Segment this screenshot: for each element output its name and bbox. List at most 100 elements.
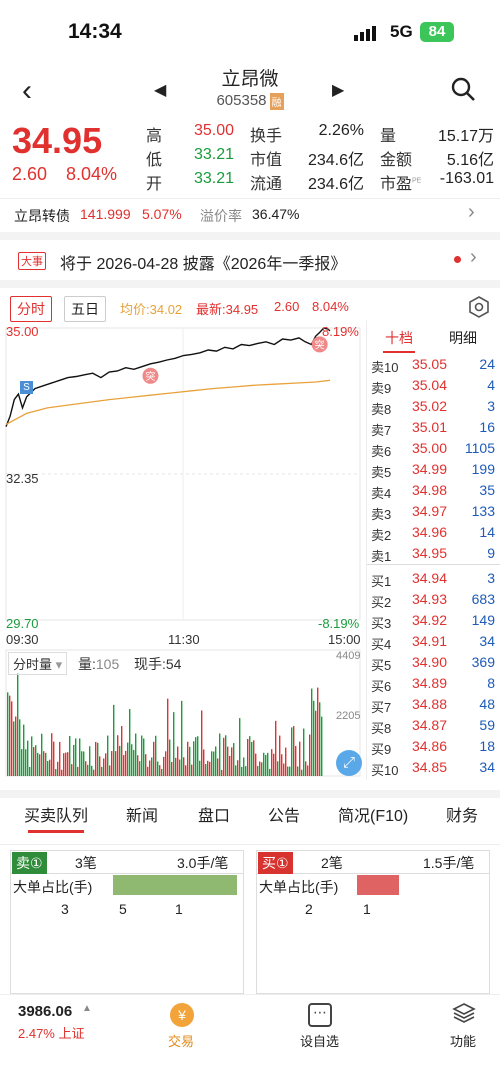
low-value: 33.21 <box>193 146 234 163</box>
buy-level-row[interactable]: 买10 34.85 34 <box>367 757 500 778</box>
index-value[interactable]: 3986.06 <box>18 1003 73 1020</box>
sell-level-label: 卖2 <box>371 528 392 543</box>
tab-order-queue[interactable]: 买卖队列 <box>24 808 89 825</box>
sell-level-row[interactable]: 卖8 35.02 3 <box>367 396 500 417</box>
sell-queue-header: 卖① 3笔 3.0手/笔 <box>11 851 243 874</box>
sell-level-price: 35.00 <box>411 440 447 456</box>
y-tick-top: 35.00 <box>6 324 39 339</box>
functions-icon[interactable] <box>452 1001 476 1025</box>
sell-level-volume: 35 <box>479 482 495 498</box>
tab-finance[interactable]: 财务 <box>446 808 479 825</box>
volume-bar <box>241 766 243 776</box>
chart-lines <box>5 327 331 427</box>
convertible-row[interactable]: 立昂转债 141.999 5.07% 溢价率 36.47% › <box>0 198 500 229</box>
buy-queue-panel: 买① 2笔 1.5手/笔 大单占比(手) 2 1 <box>256 850 490 994</box>
chart-toolbar: 分时 五日 均价:34.02 最新:34.95 2.60 8.04% <box>0 280 500 328</box>
buy-level-price: 34.90 <box>411 654 447 670</box>
pe-sup: PE <box>412 177 422 185</box>
buy-level-row[interactable]: 买6 34.89 8 <box>367 673 500 694</box>
volume-bar <box>191 764 193 776</box>
sell-level-row[interactable]: 卖6 35.00 1105 <box>367 438 500 459</box>
sell-level-row[interactable]: 卖7 35.01 16 <box>367 417 500 438</box>
add-watchlist-icon[interactable]: ⋯ <box>308 1003 332 1027</box>
next-stock-icon[interactable]: ▶ <box>332 82 345 99</box>
volume-bar <box>207 760 209 776</box>
tab-ten-level[interactable]: 十档 <box>383 328 415 353</box>
volume-bar <box>223 737 225 776</box>
functions-label[interactable]: 功能 <box>450 1034 477 1049</box>
buy-level-row[interactable]: 买8 34.87 59 <box>367 715 500 736</box>
expand-icon[interactable]: ⤢ <box>336 750 362 776</box>
tab-news[interactable]: 新闻 <box>126 808 159 825</box>
sell-level-volume: 9 <box>487 545 495 561</box>
sell-queue-tag: 卖① <box>12 852 47 874</box>
sell-level-row[interactable]: 卖10 35.05 24 <box>367 354 500 375</box>
stock-name: 立昂微 <box>221 69 279 90</box>
s-marker-icon[interactable]: S <box>20 381 33 394</box>
volume-bar <box>13 721 15 776</box>
price-change-pct: 8.04% <box>66 164 118 184</box>
volume-bar <box>115 751 117 776</box>
volume-bar <box>109 765 111 776</box>
settings-icon[interactable] <box>468 296 490 318</box>
buy-level-row[interactable]: 买7 34.88 48 <box>367 694 500 715</box>
volume-bar <box>113 704 115 776</box>
intraday-chart[interactable]: 突突 <box>0 320 366 780</box>
series-line <box>5 379 331 425</box>
prev-stock-icon[interactable]: ◀ <box>154 82 167 99</box>
sell-level-row[interactable]: 卖2 34.96 14 <box>367 522 500 543</box>
sell-level-row[interactable]: 卖1 34.95 9 <box>367 543 500 564</box>
sell-queue-item: 5 <box>119 901 127 917</box>
volume-bar <box>185 765 187 776</box>
buy-level-row[interactable]: 买4 34.91 34 <box>367 631 500 652</box>
buy-level-row[interactable]: 买1 34.94 3 <box>367 568 500 589</box>
tab-announcements[interactable]: 公告 <box>268 808 301 825</box>
search-icon[interactable] <box>450 76 476 102</box>
status-bar: 14:34 5G 84 <box>0 0 500 64</box>
volume-bar <box>27 740 29 776</box>
volume-bar <box>157 761 159 776</box>
tab-detail[interactable]: 明细 <box>449 330 477 346</box>
volume-selector-text: 分时量 <box>13 657 53 672</box>
volume-bar <box>135 733 137 776</box>
buy-level-price: 34.85 <box>411 759 447 775</box>
buy-level-row[interactable]: 买3 34.92 149 <box>367 610 500 631</box>
convertible-price: 141.999 <box>80 206 131 222</box>
volume-bar <box>33 747 35 776</box>
tab-intraday[interactable]: 分时 <box>10 296 52 322</box>
buy-level-label: 买3 <box>371 616 392 631</box>
volume-bar <box>35 745 37 776</box>
tab-handicap[interactable]: 盘口 <box>198 808 231 825</box>
add-watchlist-label[interactable]: 设自选 <box>300 1034 340 1049</box>
volume-bar <box>291 727 293 776</box>
trade-label[interactable]: 交易 <box>168 1034 195 1049</box>
sell-level-label: 卖3 <box>371 507 392 522</box>
volume-selector[interactable]: 分时量 ▾ <box>8 652 68 675</box>
active-tab-indicator <box>28 830 84 833</box>
volume-bar <box>153 741 155 776</box>
tab-five-day[interactable]: 五日 <box>64 296 106 322</box>
sell-level-row[interactable]: 卖9 35.04 4 <box>367 375 500 396</box>
trade-icon[interactable]: ¥ <box>170 1003 194 1027</box>
sell-level-row[interactable]: 卖3 34.97 133 <box>367 501 500 522</box>
volume-bar <box>37 752 39 776</box>
volume-bar <box>39 754 41 776</box>
index-change[interactable]: 2.47% 上证 <box>18 1023 85 1042</box>
hand-value-label: 现手:54 <box>134 654 181 674</box>
buy-level-row[interactable]: 买9 34.86 18 <box>367 736 500 757</box>
buy-level-row[interactable]: 买2 34.93 683 <box>367 589 500 610</box>
volume-bar <box>201 710 203 776</box>
volume-bar <box>287 766 289 776</box>
buy-queue-item: 2 <box>305 901 313 917</box>
back-button[interactable]: ‹ <box>22 74 32 107</box>
volume-value-label-text: 量: <box>78 656 96 672</box>
sell-level-row[interactable]: 卖4 34.98 35 <box>367 480 500 501</box>
sell-ratio-bar <box>113 875 237 895</box>
tab-profile-f10[interactable]: 简况(F10) <box>338 808 409 825</box>
volume-bar <box>151 757 153 776</box>
sell-level-row[interactable]: 卖5 34.99 199 <box>367 459 500 480</box>
bottom-nav: 3986.06 ▲ 2.47% 上证 ¥ 交易 ⋯ 设自选 功能 <box>0 994 500 1085</box>
buy-level-row[interactable]: 买5 34.90 369 <box>367 652 500 673</box>
event-row[interactable]: 大事 将于 2026-04-28 披露《2026年一季报》 › <box>0 232 500 280</box>
order-book: 十档 明细 卖10 35.05 24 卖9 35.04 4 卖8 35.02 3 卖7 35.01 1… <box>366 320 500 780</box>
